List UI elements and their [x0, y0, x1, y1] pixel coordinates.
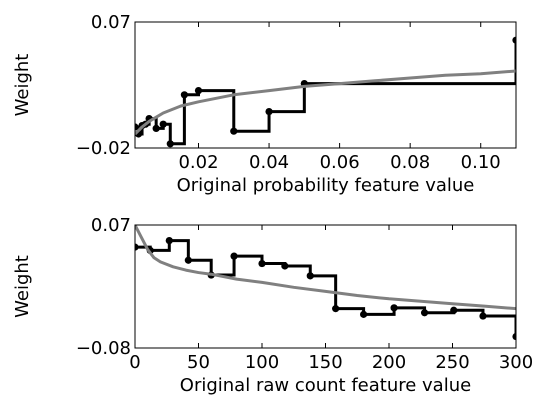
- y-tick-label: −0.08: [76, 338, 131, 359]
- plot-area: [135, 36, 516, 148]
- data-point: [152, 124, 160, 132]
- x-tick-label: 0.08: [390, 152, 430, 173]
- data-point: [135, 123, 139, 131]
- data-point: [512, 36, 516, 44]
- x-axis-label: Original probability feature value: [177, 175, 475, 196]
- x-tick-label: 0.04: [249, 152, 289, 173]
- data-point: [390, 304, 398, 312]
- x-tick-label: 0: [129, 352, 140, 373]
- data-point: [258, 259, 266, 268]
- x-axis-label: Original raw count feature value: [180, 375, 471, 396]
- data-point: [281, 262, 289, 270]
- data-point: [420, 309, 429, 317]
- y-axis-label: Weight: [12, 54, 33, 117]
- data-point: [306, 272, 314, 280]
- x-tick-label: 100: [245, 352, 279, 373]
- x-tick-label: 0.02: [178, 152, 218, 173]
- top-chart-panel: 0.02 0.04 0.06 0.08 0.10 −0.02 0.07 Original pr…: [12, 12, 517, 196]
- data-point: [230, 127, 238, 135]
- fitted-curve-line: [135, 69, 516, 136]
- y-tick-label: 0.07: [91, 215, 131, 236]
- step-series-line: [135, 239, 516, 337]
- axes-frame: [134, 21, 517, 149]
- data-point: [180, 91, 188, 99]
- data-point: [265, 108, 273, 116]
- y-axis-label: Weight: [12, 255, 33, 318]
- x-tick-label: 0.06: [320, 152, 360, 173]
- fitted-curve-line: [135, 225, 516, 311]
- data-point: [479, 312, 487, 320]
- data-point: [165, 236, 173, 245]
- bottom-chart-panel: 0 50 100 150 200 250 300 −0.08 0.07 Original raw …: [12, 215, 533, 396]
- data-point: [332, 305, 340, 313]
- y-tick-label: 0.07: [91, 12, 131, 33]
- data-point: [135, 243, 139, 251]
- step-series-line: [135, 40, 516, 146]
- data-point: [230, 252, 238, 260]
- x-tick-label: 200: [372, 352, 406, 373]
- data-point: [194, 87, 203, 95]
- data-point: [512, 332, 516, 341]
- data-point: [360, 310, 368, 318]
- x-tick-label: 50: [187, 352, 210, 373]
- x-tick-label: 150: [308, 352, 342, 373]
- axes-frame: [134, 224, 517, 349]
- x-tick-label: 300: [499, 352, 533, 373]
- data-point: [166, 140, 174, 148]
- data-point: [450, 306, 458, 314]
- data-point: [184, 256, 192, 264]
- x-tick-label: 0.10: [461, 152, 501, 173]
- x-tick-label: 250: [435, 352, 469, 373]
- y-tick-label: −0.02: [76, 138, 131, 159]
- data-point: [159, 120, 167, 128]
- plot-area: [135, 225, 516, 341]
